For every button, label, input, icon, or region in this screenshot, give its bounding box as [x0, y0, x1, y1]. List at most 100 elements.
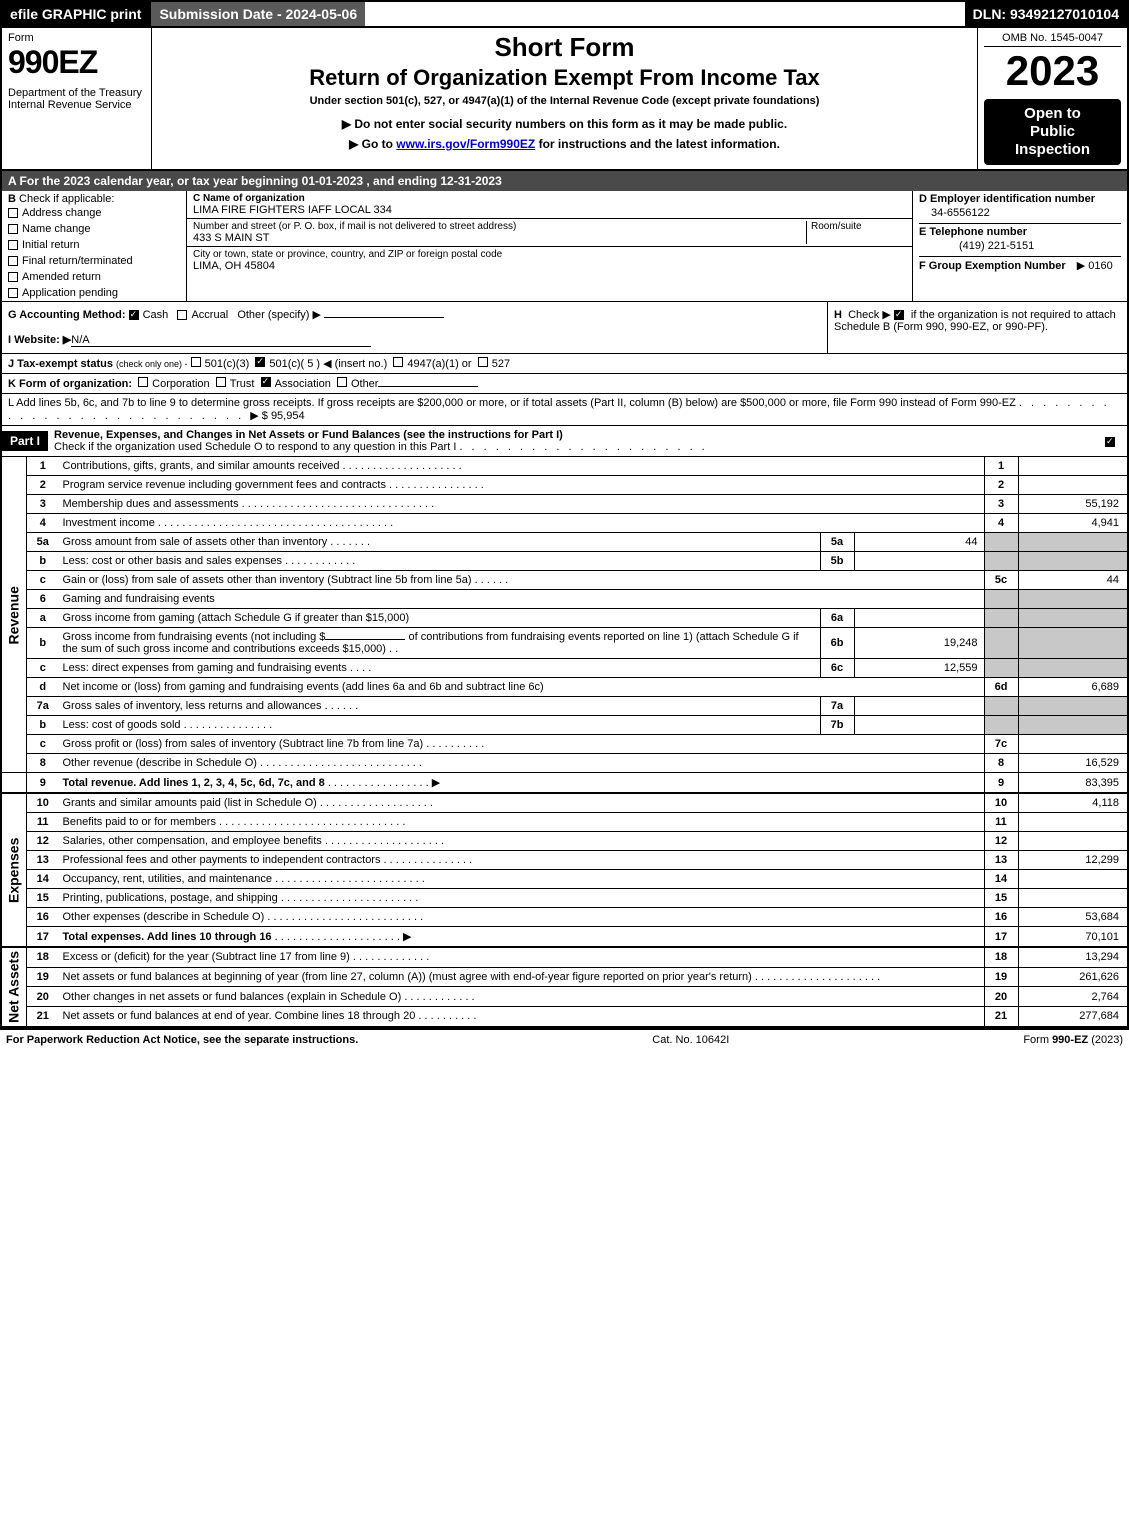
line-6a: a Gross income from gaming (attach Sched…	[1, 609, 1128, 628]
l9-arrow: ▶	[432, 777, 440, 789]
l16-val: 53,684	[1018, 908, 1128, 927]
checkbox-cash[interactable]	[129, 310, 139, 320]
l6b-blank	[325, 639, 405, 640]
row-g: G Accounting Method: Cash Accrual Other …	[2, 302, 827, 353]
l1-desc: Contributions, gifts, grants, and simila…	[63, 460, 340, 472]
open-line1: Open to	[988, 105, 1117, 123]
line-6c: c Less: direct expenses from gaming and …	[1, 659, 1128, 678]
l5b-desc: Less: cost or other basis and sales expe…	[63, 555, 283, 567]
line-1: Revenue 1 Contributions, gifts, grants, …	[1, 457, 1128, 476]
l5b-shade1	[984, 552, 1018, 571]
l7b-sublab: 7b	[820, 716, 854, 735]
l15-num: 15	[27, 889, 59, 908]
addr-label: Number and street (or P. O. box, if mail…	[193, 221, 806, 232]
l5c-dots: . . . . . .	[472, 574, 509, 586]
line-6d: d Net income or (loss) from gaming and f…	[1, 678, 1128, 697]
l7c-desc: Gross profit or (loss) from sales of inv…	[63, 738, 424, 750]
open-line3: Inspection	[988, 141, 1117, 159]
l15-desc: Printing, publications, postage, and shi…	[63, 892, 278, 904]
col-c: C Name of organization LIMA FIRE FIGHTER…	[187, 191, 912, 301]
form-word: Form	[8, 32, 145, 44]
l10-desc: Grants and similar amounts paid (list in…	[63, 797, 317, 809]
checkbox-pending[interactable]	[8, 288, 18, 298]
checkbox-trust[interactable]	[216, 377, 226, 387]
checkbox-initial-return[interactable]	[8, 240, 18, 250]
l20-val: 2,764	[1018, 987, 1128, 1007]
l12-num: 12	[27, 832, 59, 851]
opt-pending: Application pending	[22, 287, 118, 299]
l8-val: 16,529	[1018, 754, 1128, 773]
l11-dots: . . . . . . . . . . . . . . . . . . . . …	[216, 816, 405, 828]
l7c-dots: . . . . . . . . . .	[423, 738, 484, 750]
checkbox-501c3[interactable]	[191, 357, 201, 367]
l5a-sublab: 5a	[820, 533, 854, 552]
l6a-subval	[854, 609, 984, 628]
l16-num: 16	[27, 908, 59, 927]
l5a-dots: . . . . . . .	[327, 536, 370, 548]
tel-value: (419) 221-5151	[919, 238, 1121, 256]
row-h: H Check ▶ if the organization is not req…	[827, 302, 1127, 353]
row-g-h: G Accounting Method: Cash Accrual Other …	[0, 302, 1129, 354]
l3-lab: 3	[984, 495, 1018, 514]
side-revenue: Revenue	[1, 457, 27, 773]
l18-lab: 18	[984, 947, 1018, 967]
l5a-shade2	[1018, 533, 1128, 552]
l6c-shade1	[984, 659, 1018, 678]
l7a-shade1	[984, 697, 1018, 716]
line-7c: c Gross profit or (loss) from sales of i…	[1, 735, 1128, 754]
l16-dots: . . . . . . . . . . . . . . . . . . . . …	[264, 911, 423, 923]
l2-lab: 2	[984, 476, 1018, 495]
line-5c: c Gain or (loss) from sale of assets oth…	[1, 571, 1128, 590]
l12-dots: . . . . . . . . . . . . . . . . . . . .	[322, 835, 444, 847]
l2-desc: Program service revenue including govern…	[63, 479, 386, 491]
opt-address-change: Address change	[22, 207, 102, 219]
line-19: 19 Net assets or fund balances at beginn…	[1, 967, 1128, 987]
checkbox-final-return[interactable]	[8, 256, 18, 266]
l6c-num: c	[27, 659, 59, 678]
checkbox-501c[interactable]	[255, 357, 265, 367]
checkbox-schedo[interactable]	[1105, 437, 1115, 447]
opt-other: Other (specify) ▶	[237, 309, 321, 321]
line-6b: b Gross income from fundraising events (…	[1, 628, 1128, 659]
line-4: 4 Investment income . . . . . . . . . . …	[1, 514, 1128, 533]
row-l: L Add lines 5b, 6c, and 7b to line 9 to …	[0, 394, 1129, 426]
l21-val: 277,684	[1018, 1007, 1128, 1027]
checkbox-other-org[interactable]	[337, 377, 347, 387]
l6b-subval: 19,248	[854, 628, 984, 659]
col-d: D Employer identification number 34-6556…	[912, 191, 1127, 301]
l6-num: 6	[27, 590, 59, 609]
other-org-line	[378, 386, 478, 387]
row-j: J Tax-exempt status (check only one) - 5…	[0, 354, 1129, 374]
l1-dots: . . . . . . . . . . . . . . . . . . . .	[339, 460, 461, 472]
irs-link[interactable]: www.irs.gov/Form990EZ	[396, 137, 535, 151]
open-to-public: Open to Public Inspection	[984, 99, 1121, 165]
l7a-dots: . . . . . .	[322, 700, 359, 712]
checkbox-4947[interactable]	[393, 357, 403, 367]
l17-desc: Total expenses. Add lines 10 through 16	[63, 931, 272, 943]
checkbox-corp[interactable]	[138, 377, 148, 387]
l16-lab: 16	[984, 908, 1018, 927]
checkbox-amended[interactable]	[8, 272, 18, 282]
l9-num: 9	[27, 773, 59, 794]
instr-goto: ▶ Go to www.irs.gov/Form990EZ for instru…	[158, 137, 971, 151]
checkbox-527[interactable]	[478, 357, 488, 367]
l7c-num: c	[27, 735, 59, 754]
l6c-desc: Less: direct expenses from gaming and fu…	[63, 662, 347, 674]
opt-527: 527	[492, 358, 510, 370]
checkbox-name-change[interactable]	[8, 224, 18, 234]
checkbox-accrual[interactable]	[177, 310, 187, 320]
checkbox-assoc[interactable]	[261, 377, 271, 387]
l12-lab: 12	[984, 832, 1018, 851]
checkbox-schedule-b[interactable]	[894, 310, 904, 320]
dln-label: DLN: 93492127010104	[965, 2, 1127, 26]
line-13: 13 Professional fees and other payments …	[1, 851, 1128, 870]
instr-ssn: ▶ Do not enter social security numbers o…	[158, 117, 971, 131]
l19-num: 19	[27, 967, 59, 987]
checkbox-address-change[interactable]	[8, 208, 18, 218]
l5c-desc: Gain or (loss) from sale of assets other…	[63, 574, 472, 586]
l3-val: 55,192	[1018, 495, 1128, 514]
section-a: A For the 2023 calendar year, or tax yea…	[0, 171, 1129, 191]
title-return: Return of Organization Exempt From Incom…	[158, 65, 971, 91]
title-short-form: Short Form	[158, 32, 971, 63]
l11-num: 11	[27, 813, 59, 832]
